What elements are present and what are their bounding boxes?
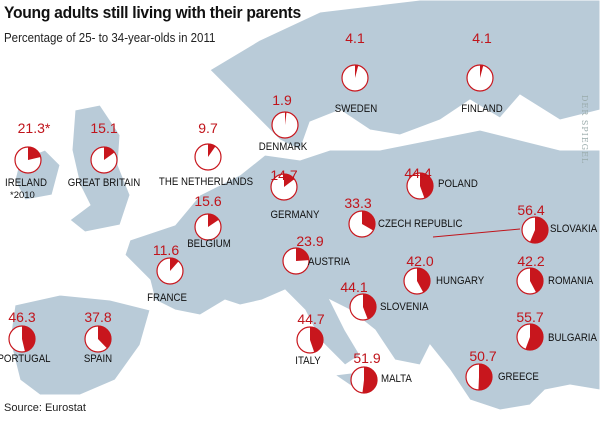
country-name: PORTUGAL	[0, 353, 51, 365]
country-name: CZECH REPUBLIC	[378, 218, 463, 230]
country-name: SLOVENIA	[380, 301, 429, 313]
country-name: MALTA	[381, 373, 412, 385]
country-name: DENMARK	[258, 141, 308, 153]
pie-slice	[208, 144, 216, 157]
value-label: 33.3	[344, 195, 372, 211]
country-name: POLAND	[438, 178, 478, 190]
value-label: 21.3*	[17, 120, 51, 136]
pie-slice	[296, 248, 309, 261]
country-name: HUNGARY	[436, 275, 485, 287]
pie-slice	[310, 327, 324, 353]
country-name: GREAT BRITAIN	[67, 177, 141, 189]
country-name: FINLAND	[461, 103, 503, 115]
pie-chart	[90, 146, 118, 174]
land-mainland	[124, 129, 600, 411]
pie-slice	[28, 147, 41, 160]
country-name: ITALY	[295, 355, 321, 367]
pie-chart	[350, 366, 378, 394]
footnote: *2010	[10, 190, 35, 201]
country-name: SWEDEN	[334, 103, 378, 115]
pie-slice	[355, 65, 359, 78]
pie-slice	[170, 258, 179, 271]
pie-slice	[285, 111, 287, 125]
pie-slice	[480, 65, 484, 78]
pie-slice	[417, 268, 430, 293]
value-label: 42.2	[517, 253, 545, 269]
chart-title: Young adults still living with their par…	[4, 3, 301, 22]
slovakia-leader-line	[432, 228, 521, 238]
country-name: ROMANIA	[548, 275, 594, 287]
pie-chart	[516, 267, 544, 295]
value-label: 14.7	[270, 167, 298, 183]
value-label: 44.1	[340, 279, 368, 295]
country-name: SPAIN	[83, 353, 113, 365]
value-label: 51.9	[353, 350, 381, 366]
brand-watermark: DER SPIEGEL	[580, 95, 589, 165]
land-iberia	[9, 294, 151, 396]
pie-chart	[516, 323, 544, 351]
country-name: BULGARIA	[548, 332, 597, 344]
value-label: 46.3	[8, 309, 36, 325]
value-label: 44.7	[297, 311, 325, 327]
value-label: 42.0	[406, 253, 434, 269]
pie-slice	[530, 268, 544, 293]
country-name: GREECE	[498, 371, 539, 383]
value-label: 15.6	[194, 193, 222, 209]
value-label: 50.7	[469, 348, 497, 364]
value-label: 44.4	[404, 165, 432, 181]
source-note: Source: Eurostat	[4, 402, 86, 414]
pie-chart	[349, 293, 377, 321]
value-label: 56.4	[517, 202, 545, 218]
pie-chart	[406, 172, 434, 200]
value-label: 23.9	[296, 233, 324, 249]
value-label: 37.8	[84, 309, 112, 325]
country-name: SLOVAKIA	[550, 223, 598, 235]
pie-chart	[403, 267, 431, 295]
pie-chart	[156, 257, 184, 285]
value-label: 55.7	[516, 309, 544, 325]
pie-slice	[363, 294, 377, 320]
country-name: IRELAND	[5, 177, 47, 189]
pie-chart	[521, 216, 549, 244]
pie-chart	[270, 173, 298, 201]
pie-chart	[282, 247, 310, 275]
pie-slice	[362, 367, 377, 393]
pie-slice	[420, 173, 433, 199]
pie-chart	[14, 146, 42, 174]
country-name: AUSTRIA	[308, 256, 350, 268]
pie-chart	[341, 64, 369, 92]
value-label: 9.7	[198, 120, 218, 136]
pie-chart	[348, 210, 376, 238]
land-scandinavia	[209, 0, 600, 151]
value-label: 4.1	[345, 30, 365, 46]
pie-slice	[478, 364, 492, 390]
chart-subtitle: Percentage of 25- to 34-year-olds in 201…	[4, 31, 216, 45]
value-label: 1.9	[272, 92, 292, 108]
value-label: 11.6	[152, 242, 180, 258]
pie-slice	[525, 324, 543, 350]
country-name: BELGIUM	[187, 238, 231, 250]
pie-slice	[98, 326, 111, 349]
value-label: 4.1	[472, 30, 492, 46]
pie-slice	[104, 147, 115, 160]
pie-slice	[529, 217, 549, 243]
pie-slice	[362, 211, 376, 231]
value-label: 15.1	[90, 120, 118, 136]
country-name: GERMANY	[270, 209, 320, 221]
country-name: THE NETHERLANDS	[158, 176, 254, 188]
pie-chart	[466, 64, 494, 92]
pie-slice	[22, 326, 36, 352]
pie-chart	[296, 326, 324, 354]
country-name: FRANCE	[147, 292, 187, 304]
pie-chart	[271, 111, 299, 139]
pie-chart	[194, 213, 222, 241]
pie-chart	[465, 363, 493, 391]
pie-slice	[284, 174, 295, 187]
pie-chart	[194, 143, 222, 171]
pie-slice	[208, 214, 219, 227]
pie-chart	[8, 325, 36, 353]
pie-chart	[84, 325, 112, 353]
